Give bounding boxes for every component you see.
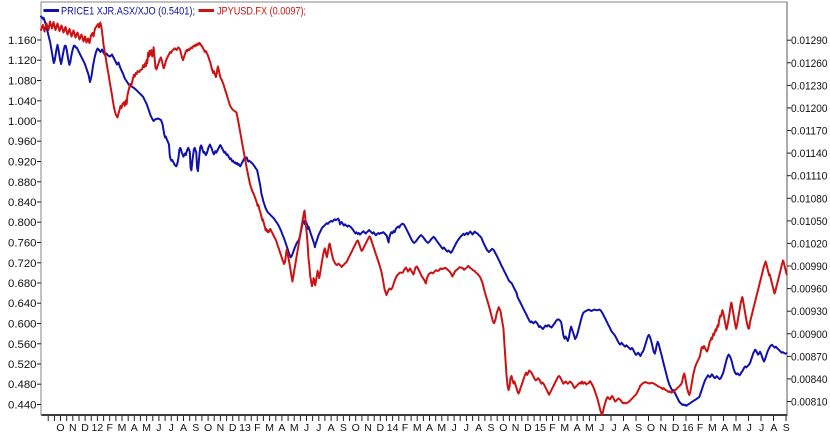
svg-text:A: A: [721, 422, 728, 434]
svg-text:JPYUSD.FX (0.0097);: JPYUSD.FX (0.0097);: [217, 6, 306, 18]
svg-text:M: M: [585, 422, 594, 434]
svg-text:0.01140: 0.01140: [791, 148, 828, 160]
svg-text:F: F: [697, 422, 703, 434]
svg-text:15: 15: [534, 422, 546, 434]
svg-text:1.160: 1.160: [8, 35, 37, 47]
svg-text:J: J: [611, 422, 616, 434]
svg-text:J: J: [156, 422, 161, 434]
svg-text:0.960: 0.960: [8, 136, 37, 148]
svg-text:N: N: [69, 422, 77, 434]
svg-text:0.00900: 0.00900: [791, 329, 828, 341]
svg-text:1.120: 1.120: [8, 55, 37, 67]
svg-text:0.760: 0.760: [8, 238, 37, 250]
svg-text:A: A: [278, 422, 285, 434]
svg-text:0.00990: 0.00990: [791, 261, 828, 273]
svg-text:F: F: [402, 422, 408, 434]
svg-text:M: M: [733, 422, 742, 434]
svg-text:D: D: [672, 422, 680, 434]
svg-text:J: J: [464, 422, 469, 434]
svg-text:0.880: 0.880: [8, 177, 37, 189]
svg-text:1.000: 1.000: [8, 116, 37, 128]
svg-text:M: M: [437, 422, 446, 434]
svg-text:M: M: [560, 422, 569, 434]
svg-text:O: O: [499, 422, 507, 434]
svg-text:S: S: [635, 422, 642, 434]
svg-text:J: J: [304, 422, 309, 434]
svg-text:N: N: [217, 422, 225, 434]
svg-text:D: D: [377, 422, 385, 434]
svg-text:J: J: [169, 422, 174, 434]
svg-text:A: A: [328, 422, 335, 434]
svg-text:1.040: 1.040: [8, 96, 37, 108]
svg-text:14: 14: [387, 422, 399, 434]
svg-text:13: 13: [239, 422, 251, 434]
svg-text:M: M: [708, 422, 717, 434]
svg-text:0.01260: 0.01260: [791, 58, 828, 70]
svg-text:0.01230: 0.01230: [791, 80, 828, 92]
svg-text:PRICE1 XJR.ASX/XJO (0.5401);: PRICE1 XJR.ASX/XJO (0.5401);: [61, 6, 195, 18]
svg-text:J: J: [747, 422, 752, 434]
svg-text:F: F: [549, 422, 555, 434]
svg-text:D: D: [81, 422, 89, 434]
svg-text:N: N: [512, 422, 520, 434]
svg-text:0.600: 0.600: [8, 319, 37, 331]
svg-text:F: F: [106, 422, 112, 434]
svg-text:0.00870: 0.00870: [791, 351, 828, 363]
svg-text:J: J: [599, 422, 604, 434]
svg-text:D: D: [229, 422, 237, 434]
svg-text:0.520: 0.520: [8, 359, 37, 371]
svg-text:M: M: [413, 422, 422, 434]
svg-text:0.480: 0.480: [8, 379, 37, 391]
svg-text:O: O: [647, 422, 655, 434]
svg-text:M: M: [142, 422, 151, 434]
svg-text:0.640: 0.640: [8, 298, 37, 310]
svg-text:0.440: 0.440: [8, 400, 37, 412]
svg-text:S: S: [192, 422, 199, 434]
svg-text:D: D: [524, 422, 532, 434]
svg-text:O: O: [204, 422, 212, 434]
svg-text:0.01020: 0.01020: [791, 238, 828, 250]
svg-text:S: S: [487, 422, 494, 434]
svg-text:M: M: [118, 422, 127, 434]
svg-text:0.800: 0.800: [8, 217, 37, 229]
svg-text:A: A: [180, 422, 187, 434]
svg-text:0.01110: 0.01110: [791, 171, 828, 183]
svg-text:0.560: 0.560: [8, 339, 37, 351]
svg-text:0.01080: 0.01080: [791, 193, 828, 205]
svg-text:J: J: [451, 422, 456, 434]
svg-text:16: 16: [682, 422, 694, 434]
svg-text:0.680: 0.680: [8, 278, 37, 290]
svg-text:J: J: [759, 422, 764, 434]
svg-text:A: A: [426, 422, 433, 434]
svg-text:N: N: [659, 422, 667, 434]
svg-text:A: A: [574, 422, 581, 434]
svg-text:A: A: [131, 422, 138, 434]
svg-text:M: M: [290, 422, 299, 434]
svg-text:N: N: [364, 422, 372, 434]
svg-text:F: F: [254, 422, 260, 434]
svg-text:M: M: [265, 422, 274, 434]
svg-text:0.01050: 0.01050: [791, 216, 828, 228]
svg-text:A: A: [475, 422, 482, 434]
svg-text:0.01290: 0.01290: [791, 35, 828, 47]
svg-text:A: A: [770, 422, 777, 434]
svg-text:12: 12: [92, 422, 104, 434]
svg-text:O: O: [56, 422, 64, 434]
svg-text:1.080: 1.080: [8, 76, 37, 88]
svg-text:0.01170: 0.01170: [791, 126, 828, 138]
svg-text:0.920: 0.920: [8, 157, 37, 169]
svg-text:A: A: [623, 422, 630, 434]
svg-text:0.00810: 0.00810: [791, 397, 828, 409]
svg-text:O: O: [352, 422, 360, 434]
svg-text:0.840: 0.840: [8, 197, 37, 209]
svg-text:S: S: [340, 422, 347, 434]
svg-text:0.720: 0.720: [8, 258, 37, 270]
svg-text:J: J: [316, 422, 321, 434]
svg-text:0.00960: 0.00960: [791, 284, 828, 296]
svg-text:0.00930: 0.00930: [791, 306, 828, 318]
svg-text:0.01200: 0.01200: [791, 103, 828, 115]
svg-text:0.00840: 0.00840: [791, 374, 828, 386]
svg-text:S: S: [783, 422, 790, 434]
